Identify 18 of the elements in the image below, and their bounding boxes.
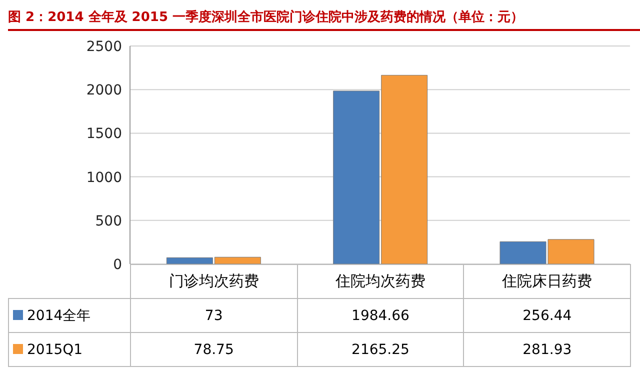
legend-label: 2014全年 bbox=[8, 298, 130, 332]
data-label: 1984.66 bbox=[297, 298, 464, 332]
chart-title: 图 2：2014 全年及 2015 一季度深圳全市医院门诊住院中涉及药费的情况（单位：元） bbox=[8, 8, 640, 31]
data-label: 73 bbox=[130, 298, 298, 332]
data-label: 281.93 bbox=[464, 332, 630, 366]
y-tick-label: 2500 bbox=[86, 38, 122, 55]
y-tick-label: 0 bbox=[113, 256, 122, 273]
legend-label: 2015Q1 bbox=[8, 332, 130, 366]
y-tick-label: 500 bbox=[95, 213, 122, 230]
y-tick-label: 2000 bbox=[86, 82, 122, 99]
data-label: 2165.25 bbox=[297, 332, 464, 366]
x-tick-label: 住院床日药费 bbox=[464, 264, 630, 298]
y-tick-label: 1500 bbox=[86, 126, 122, 142]
y-tick-label: 1000 bbox=[86, 170, 122, 186]
x-tick-label: 门诊均次药费 bbox=[130, 264, 298, 298]
data-label: 78.75 bbox=[130, 332, 298, 366]
data-label: 256.44 bbox=[464, 298, 630, 332]
x-tick-label: 住院均次药费 bbox=[297, 264, 464, 298]
